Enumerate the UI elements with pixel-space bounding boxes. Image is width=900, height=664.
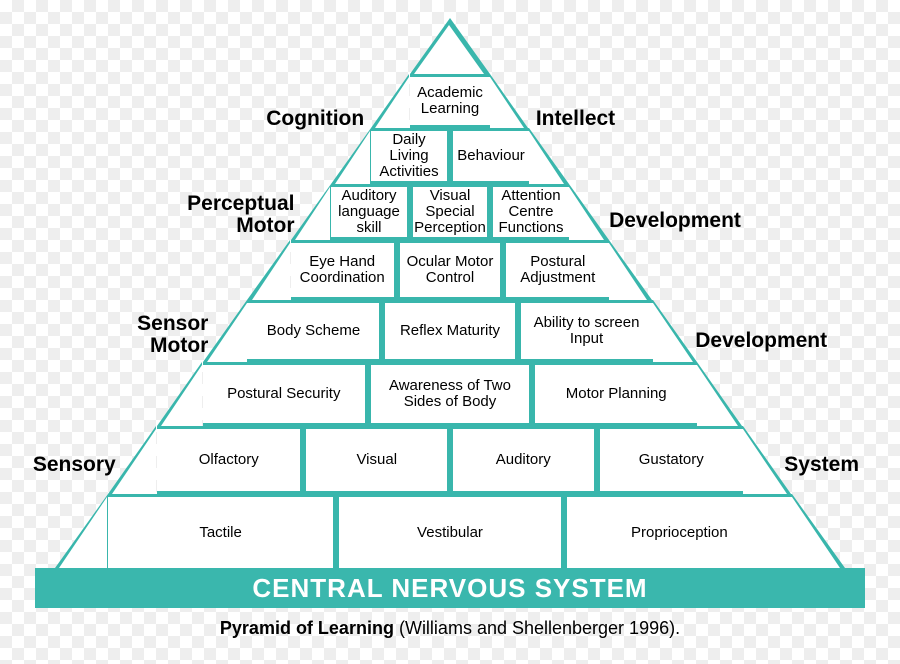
side-label-left: Cognition [266, 108, 364, 130]
pyramid-cell: Motor Planning [532, 362, 697, 426]
base-bar-label: CENTRAL NERVOUS SYSTEM [252, 573, 647, 604]
side-label-right: Development [695, 330, 827, 352]
base-bar: CENTRAL NERVOUS SYSTEM [35, 568, 865, 608]
side-label-right: System [784, 454, 859, 476]
pyramid-cell: Attention Centre Functions [490, 184, 569, 240]
pyramid-cell: Ability to screen Input [518, 300, 653, 362]
pyramid-cell: Behaviour [450, 128, 529, 184]
pyramid-cell: Academic Learning [410, 74, 490, 128]
pyramid-cell: Auditory [450, 426, 597, 494]
side-label-left: SensorMotor [137, 313, 208, 357]
pyramid-cell: Reflex Maturity [382, 300, 517, 362]
pyramid-cell: Gustatory [597, 426, 744, 494]
caption: Pyramid of Learning (Williams and Shelle… [0, 618, 900, 639]
pyramid-diagram: Academic LearningDaily Living Activities… [0, 0, 900, 664]
side-label-right: Intellect [536, 108, 615, 130]
pyramid-cell: Body Scheme [247, 300, 382, 362]
pyramid-cell: Eye Hand Coordination [291, 240, 397, 300]
pyramid-cell: Tactile [108, 494, 336, 568]
caption-citation: (Williams and Shellenberger 1996). [394, 618, 680, 638]
pyramid-cell: Vestibular [336, 494, 564, 568]
pyramid-cell: Daily Living Activities [371, 128, 450, 184]
side-label-left: Sensory [33, 454, 116, 476]
pyramid-cell: Olfactory [157, 426, 304, 494]
side-label-left: PerceptualMotor [187, 193, 294, 237]
caption-title: Pyramid of Learning [220, 618, 394, 638]
pyramid-cell: Postural Security [203, 362, 368, 426]
pyramid-cell: Postural Adjustment [503, 240, 609, 300]
pyramid-cell: Visual [303, 426, 450, 494]
pyramid-cell: Awareness of Two Sides of Body [368, 362, 533, 426]
pyramid-cell: Auditory language skill [331, 184, 410, 240]
pyramid-cell: Proprioception [564, 494, 792, 568]
pyramid-cell: Visual Special Perception [410, 184, 489, 240]
side-label-right: Development [609, 210, 741, 232]
pyramid-cell: Ocular Motor Control [397, 240, 503, 300]
